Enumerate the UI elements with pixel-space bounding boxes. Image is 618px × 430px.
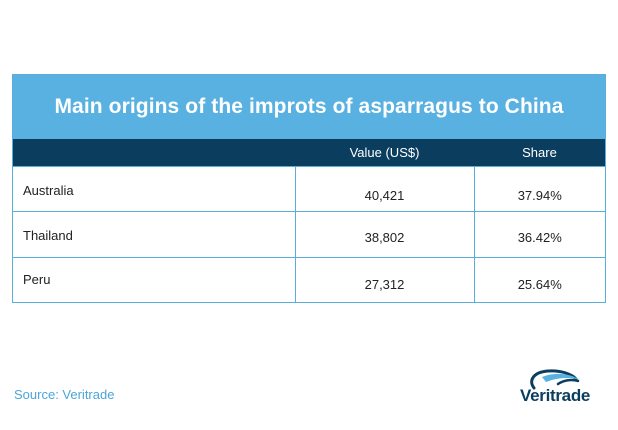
title-bar: Main origins of the improts of asparragu… (13, 75, 605, 139)
veritrade-logo: Veritrade (520, 368, 606, 408)
globe-swoosh-icon (530, 369, 580, 390)
origin-label: Australia (23, 182, 74, 198)
origin-label: Peru (23, 271, 51, 287)
table-row: Australia 40,421 37.94% (13, 165, 605, 211)
cell-origin: Peru (13, 256, 295, 302)
column-header-origin (13, 139, 295, 166)
cell-origin: Australia (13, 165, 295, 211)
table-title: Main origins of the improts of asparragu… (54, 95, 564, 118)
source-note: Source: Veritrade (14, 387, 115, 402)
table-row: Peru 27,312 25.64% (13, 256, 605, 302)
column-header-share: Share (522, 144, 557, 160)
share-label: 37.94% (517, 187, 562, 203)
cell-share: 36.42% (473, 210, 605, 257)
table-row: Thailand 38,802 36.42% (13, 210, 605, 257)
cell-share: 37.94% (473, 165, 605, 211)
table-header-row: Value (US$) Share (13, 139, 605, 166)
data-table: Value (US$) Share Australia 40,421 37.94… (13, 139, 605, 302)
origin-label: Thailand (23, 227, 73, 243)
cell-value: 40,421 (294, 165, 474, 211)
logo-text: Veritrade (520, 386, 591, 405)
cell-share: 25.64% (473, 256, 605, 302)
value-label: 40,421 (364, 187, 405, 203)
cell-value: 27,312 (294, 256, 474, 302)
cell-origin: Thailand (13, 210, 295, 257)
column-header-value: Value (US$) (349, 144, 420, 160)
value-label: 38,802 (364, 229, 405, 245)
cell-value: 38,802 (294, 210, 474, 257)
data-table-card: Main origins of the improts of asparragu… (12, 74, 606, 303)
share-label: 25.64% (517, 276, 562, 292)
share-label: 36.42% (517, 229, 562, 245)
value-label: 27,312 (364, 276, 405, 292)
